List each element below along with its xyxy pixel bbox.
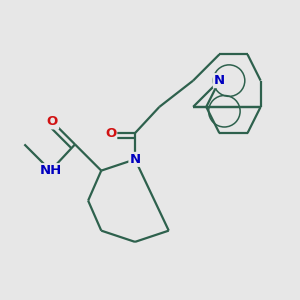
Text: O: O	[47, 116, 58, 128]
Text: O: O	[105, 127, 116, 140]
Text: N: N	[129, 153, 141, 166]
Text: N: N	[214, 74, 225, 87]
Text: NH: NH	[40, 164, 62, 177]
